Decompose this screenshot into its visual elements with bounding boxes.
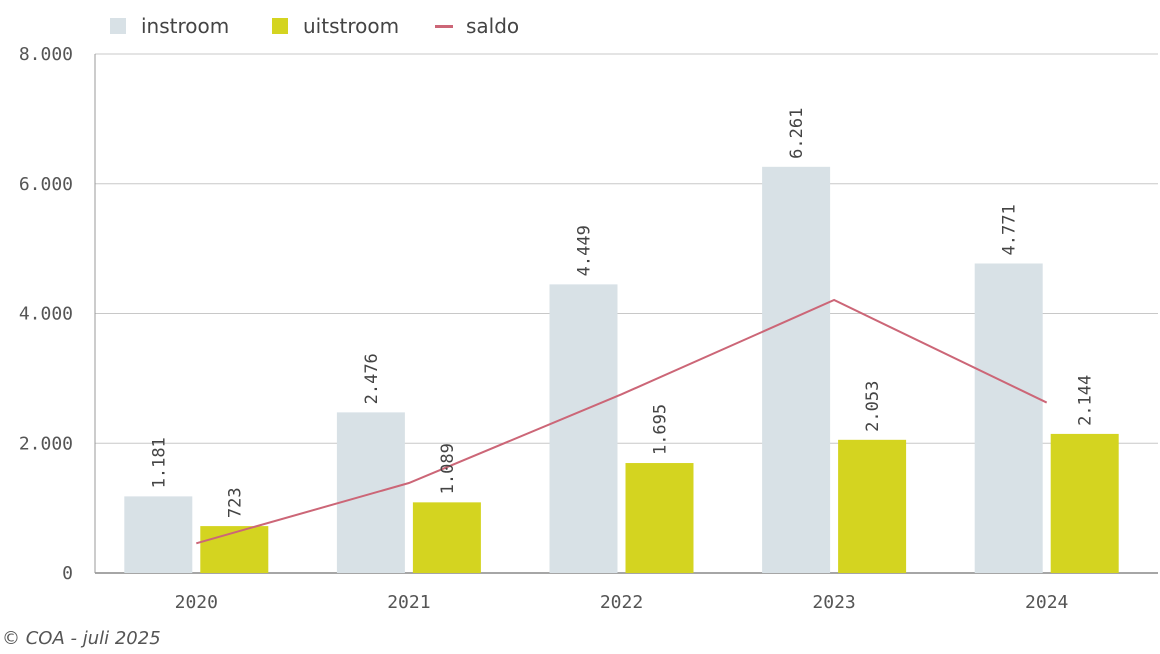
y-tick-label: 0: [62, 563, 73, 584]
data-label-uitstroom-2023: 2.053: [863, 381, 883, 432]
data-label-instroom-2020: 1.181: [149, 437, 169, 488]
data-label-instroom-2024: 4.771: [1000, 204, 1020, 255]
bar-instroom-2024: [974, 263, 1043, 573]
data-label-uitstroom-2021: 1.089: [438, 443, 458, 494]
legend-swatch-instroom: [110, 18, 126, 34]
data-label-uitstroom-2022: 1.695: [651, 404, 671, 455]
x-tick-label: 2022: [600, 592, 643, 613]
bar-uitstroom-2022: [625, 463, 694, 573]
bar-instroom-2020: [124, 496, 193, 573]
bar-uitstroom-2023: [838, 439, 907, 573]
data-labels: 1.181 723 2.476 1.089 4.449 1.695 6.261 2.053 4.…: [149, 108, 1095, 518]
legend-label-uitstroom: uitstroom: [303, 14, 399, 38]
bar-uitstroom-2024: [1050, 433, 1119, 573]
bar-instroom-2023: [762, 166, 831, 573]
y-axis: 0 2.000 4.000 6.000 8.000: [19, 44, 96, 584]
y-tick-label: 2.000: [19, 433, 73, 454]
bar-instroom-2021: [336, 412, 405, 573]
data-label-uitstroom-2020: 723: [225, 487, 245, 518]
x-axis: 2020 2021 2022 2023 2024: [175, 592, 1069, 613]
x-tick-label: 2024: [1025, 592, 1068, 613]
legend: instroom uitstroom saldo: [110, 14, 519, 38]
bars: [124, 166, 1119, 573]
y-tick-label: 8.000: [19, 44, 73, 65]
bar-uitstroom-2020: [200, 526, 269, 573]
legend-swatch-saldo: [435, 25, 453, 28]
legend-label-instroom: instroom: [141, 14, 229, 38]
data-label-instroom-2021: 2.476: [362, 353, 382, 404]
x-tick-label: 2023: [812, 592, 855, 613]
credit-text: © COA - juli 2025: [2, 628, 161, 649]
legend-swatch-uitstroom: [272, 18, 288, 34]
data-label-instroom-2023: 6.261: [787, 108, 807, 159]
saldo-line: [196, 298, 1048, 545]
x-tick-label: 2020: [175, 592, 218, 613]
data-label-instroom-2022: 4.449: [575, 225, 595, 276]
bar-instroom-2022: [549, 284, 618, 573]
legend-label-saldo: saldo: [466, 14, 519, 38]
series-line-saldo: [196, 298, 1048, 545]
y-tick-label: 6.000: [19, 174, 73, 195]
bar-uitstroom-2021: [412, 502, 481, 573]
x-tick-label: 2021: [387, 592, 430, 613]
y-tick-label: 4.000: [19, 304, 73, 325]
data-label-uitstroom-2024: 2.144: [1076, 375, 1096, 426]
